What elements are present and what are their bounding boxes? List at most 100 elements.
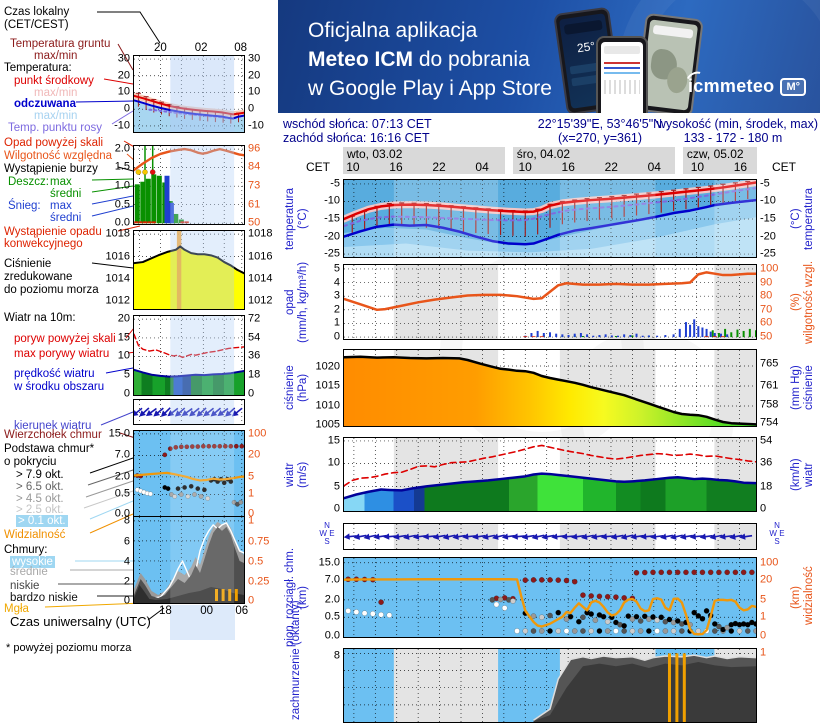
tick-label: 1 xyxy=(248,514,255,527)
banner-line3: w Google Play i App Store xyxy=(308,77,552,100)
tick-label: -20 xyxy=(324,230,340,243)
tick-label: 5 xyxy=(123,368,130,381)
legend-pressure-1: Ciśnienie xyxy=(4,258,52,270)
legend-clouds-verylow: bardzo niskie xyxy=(10,592,78,604)
legend-feels-maxmin: max/min xyxy=(34,110,78,122)
compass-icon-right: N W E S xyxy=(769,521,785,546)
tick-label: 1 xyxy=(248,487,255,500)
tick-label: 90 xyxy=(760,276,773,289)
tick-label: 1005 xyxy=(315,418,340,431)
legend-precip-above-scale: Opad powyżej skali xyxy=(4,137,104,149)
tick-label: 100 xyxy=(760,556,779,569)
legend-fog: Mgła xyxy=(4,603,29,615)
tick-label: 96 xyxy=(248,142,261,155)
legend-temperature-title: Temperatura: xyxy=(4,62,72,74)
axis-title-visibility: widzialność xyxy=(803,566,815,625)
tick-label: -10 xyxy=(248,119,264,132)
banner-line2: Meteo ICM do pobrania xyxy=(308,48,530,71)
hour-label: 10 xyxy=(346,160,360,174)
axis-title-wind-unit-left: (m/s) xyxy=(297,461,309,488)
tick-label: 15 xyxy=(327,434,340,447)
cet-label-left: CET xyxy=(306,160,330,174)
day-band xyxy=(682,147,757,174)
legend-mini-cloud-chart: 15.0 7.0 2.0 0.5 0.0 100 20 5 1 0 xyxy=(109,428,267,519)
tick-label: 0 xyxy=(760,629,767,642)
legend-okta-79: > 7.9 okt. xyxy=(16,469,64,481)
tick-label: 0 xyxy=(333,330,340,343)
time-label: 06 xyxy=(235,605,249,617)
tick-label: -5 xyxy=(760,177,770,190)
tick-label: 1016 xyxy=(248,250,273,262)
banner-line1: Oficjalna aplikacja xyxy=(308,19,478,42)
axis-title-cloud-cover: zachmurzenie (oktanty) xyxy=(290,600,302,720)
tick-label: 15.0 xyxy=(318,556,340,569)
tick-label: -15 xyxy=(760,212,776,225)
day-band xyxy=(512,147,676,174)
legend-snow-avg: średni xyxy=(50,212,82,224)
tick-label: 10 xyxy=(117,349,130,362)
legend-max-gusts: max porywy wiatru xyxy=(14,348,110,360)
tick-label: 54 xyxy=(248,331,261,344)
axis-title-visibility-unit: (km) xyxy=(790,586,802,609)
tick-label: 765 xyxy=(760,357,779,370)
tick-label: 72 xyxy=(248,312,261,325)
tick-label: 1016 xyxy=(105,250,130,262)
tick-label: 0 xyxy=(123,594,130,607)
tick-label: 1018 xyxy=(105,227,130,240)
tick-label: 2.0 xyxy=(114,470,130,483)
legend-ground-temp-maxmin: max/min xyxy=(34,50,78,62)
tick-label: 84 xyxy=(248,160,261,173)
tick-label: 18 xyxy=(248,368,261,381)
tick-label: 0 xyxy=(123,387,130,400)
tick-label: 10 xyxy=(117,85,130,98)
tick-label: 1 xyxy=(333,316,340,329)
legend-clouds-title: Chmury: xyxy=(4,544,48,556)
app-banner[interactable]: Oficjalna aplikacja Meteo ICM do pobrani… xyxy=(278,0,820,113)
hour-label: 16 xyxy=(389,160,403,174)
tick-label: 80 xyxy=(760,289,773,302)
tick-label: -25 xyxy=(324,247,340,260)
legend-mini-wind-chart: 20 15 10 5 0 72 54 36 18 0 xyxy=(118,313,261,399)
day-label: śro, 04.02 xyxy=(516,147,571,161)
legend-snow: Śnieg: xyxy=(8,200,41,212)
tick-label: 7.0 xyxy=(324,573,340,586)
tick-label: -20 xyxy=(760,230,776,243)
legend-temp-mid: punkt środkowy xyxy=(14,75,94,87)
tick-label: 20 xyxy=(248,448,261,461)
legend-local-time-1: Czas lokalny xyxy=(4,6,70,18)
tick-label: 1020 xyxy=(315,360,340,373)
tick-label: 1014 xyxy=(248,272,273,285)
tick-label: 50 xyxy=(760,330,773,343)
legend-pressure-2: zredukowane xyxy=(4,271,73,283)
legend-cloud-base-1: Podstawa chmur* xyxy=(4,443,95,455)
tick-label: 0 xyxy=(123,102,130,115)
tick-label: 20 xyxy=(117,312,130,325)
legend-utc: Czas uniwersalny (UTC) xyxy=(10,614,151,629)
axis-title-temperature-right: temperatura xyxy=(803,187,815,250)
cet-label-right: CET xyxy=(772,160,796,174)
legend-convective-2: konwekcyjnego xyxy=(4,238,83,250)
tick-label: 0 xyxy=(248,594,255,607)
tick-label: 50 xyxy=(248,216,261,229)
altitude-label: wysokość (min, środek, max) xyxy=(656,117,818,131)
legend-wind-direction: kierunek wiatru xyxy=(14,420,92,432)
coordinates: 22°15'39"E, 53°46'5"N xyxy=(537,117,663,131)
legend-clouds-low: niskie xyxy=(10,580,40,592)
tick-label: 100 xyxy=(248,427,267,440)
axis-title-humidity: wilgotność wzgl. xyxy=(803,260,815,344)
tick-label: 0.0 xyxy=(324,629,340,642)
tick-label: 3 xyxy=(333,289,340,302)
time-axis: wto, 03.02 śro, 04.02 czw, 05.02 10 16 22 04 10… xyxy=(343,147,757,174)
hour-label: 10 xyxy=(518,160,532,174)
tick-label: 1012 xyxy=(248,294,273,307)
legend-clouds-high: wysokie xyxy=(10,556,55,568)
legend-rain: Deszcz: xyxy=(8,176,49,188)
tick-label: 0.75 xyxy=(248,535,270,548)
axis-title-pressure-right: ciśnienie xyxy=(803,365,815,411)
sunrise-info: wschód słońca: 07:13 CET xyxy=(283,117,432,131)
legend-feels-like: odczuwana xyxy=(14,98,76,110)
tick-label: 36 xyxy=(760,456,773,469)
tick-label: 10 xyxy=(248,85,261,98)
legend-mini-wind-direction-strip xyxy=(133,399,245,425)
